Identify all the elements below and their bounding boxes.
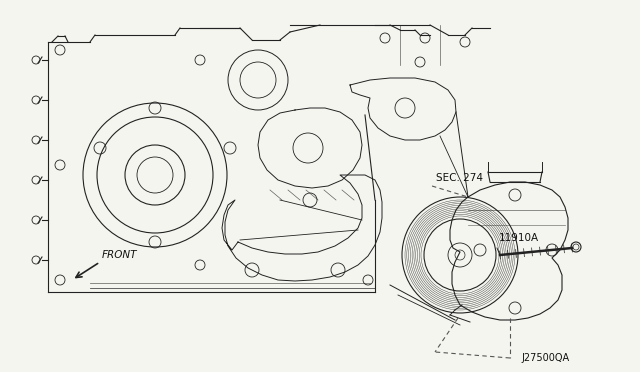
Text: 11910A: 11910A xyxy=(499,233,539,243)
Text: J27500QA: J27500QA xyxy=(522,353,570,363)
Text: SEC. 274: SEC. 274 xyxy=(436,173,483,183)
Text: FRONT: FRONT xyxy=(102,250,138,260)
